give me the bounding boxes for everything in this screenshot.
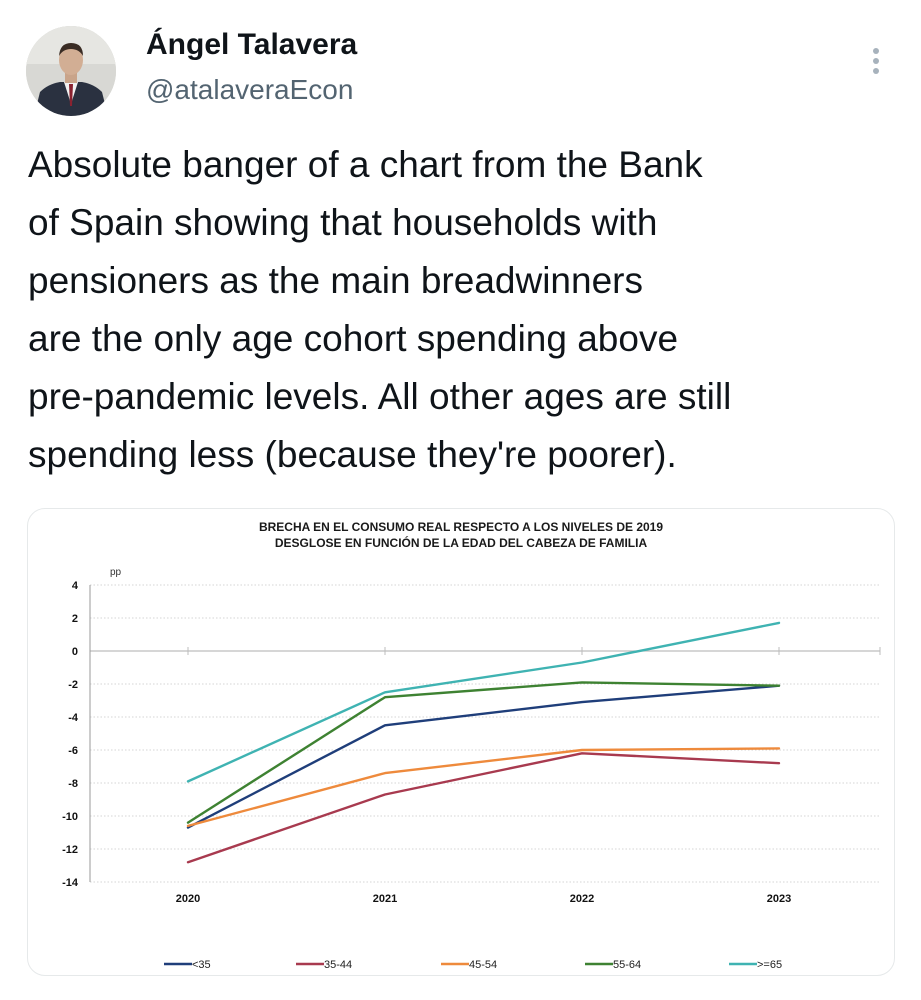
tweet-line: are the only age cohort spending above <box>28 318 679 359</box>
legend-label: >=65 <box>757 959 782 971</box>
y-tick-label: -6 <box>68 745 78 757</box>
y-tick-label: 4 <box>72 580 79 592</box>
y-tick-label: -4 <box>68 712 79 724</box>
tweet-line: pre-pandemic levels. All other ages are … <box>28 376 732 417</box>
consumption-gap-chart: BRECHA EN EL CONSUMO REAL RESPECTO A LOS… <box>62 520 881 971</box>
y-tick-label: 2 <box>72 613 78 625</box>
series-line-3 <box>186 747 781 828</box>
series-line-1 <box>186 684 781 829</box>
legend-label: 45-54 <box>469 959 497 971</box>
tweet-text: Absolute banger of a chart from the Bank… <box>28 136 898 484</box>
more-dot <box>873 48 879 54</box>
x-tick-label: 2022 <box>570 893 594 905</box>
chart-subtitle: DESGLOSE EN FUNCIÓN DE LA EDAD DEL CABEZ… <box>275 535 648 550</box>
y-tick-label: -10 <box>62 811 78 823</box>
y-tick-label: -12 <box>62 844 78 856</box>
series-line-2 <box>186 752 781 864</box>
y-tick-label: -8 <box>68 778 78 790</box>
tweet-line: Absolute banger of a chart from the Bank <box>28 144 703 185</box>
author-name[interactable]: Ángel Talavera <box>146 28 358 61</box>
series-line-5 <box>186 621 781 783</box>
chart-image[interactable]: BRECHA EN EL CONSUMO REAL RESPECTO A LOS… <box>27 508 895 976</box>
tweet-line: of Spain showing that households with <box>28 202 658 243</box>
x-tick-label: 2021 <box>373 893 397 905</box>
legend-label: 35-44 <box>324 959 352 971</box>
chart-title: BRECHA EN EL CONSUMO REAL RESPECTO A LOS… <box>259 520 663 534</box>
more-dot <box>873 68 879 74</box>
y-tick-label: 0 <box>72 646 78 658</box>
more-options-icon[interactable] <box>866 48 886 80</box>
y-axis-unit: pp <box>110 567 122 578</box>
tweet-line: pensioners as the main breadwinners <box>28 260 643 301</box>
y-tick-label: -14 <box>62 877 79 889</box>
author-handle[interactable]: @atalaveraEcon <box>146 74 354 105</box>
legend-label: <35 <box>192 959 211 971</box>
y-tick-label: -2 <box>68 679 78 691</box>
legend-label: 55-64 <box>613 959 641 971</box>
author-avatar[interactable] <box>26 26 116 116</box>
tweet-line: spending less (because they're poorer). <box>28 434 677 475</box>
x-tick-label: 2023 <box>767 893 791 905</box>
x-tick-label: 2020 <box>176 893 200 905</box>
more-dot <box>873 58 879 64</box>
series-line-4 <box>186 681 781 824</box>
